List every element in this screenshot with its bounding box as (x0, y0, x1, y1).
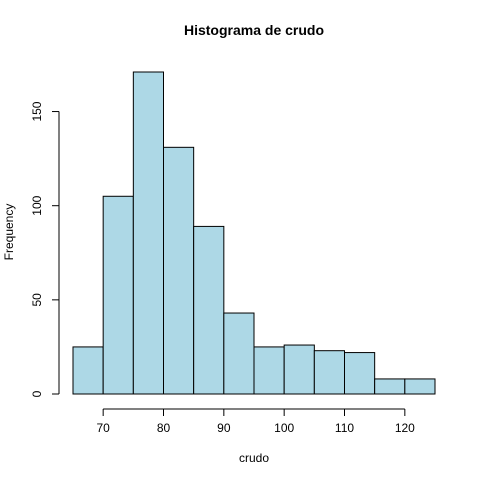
x-tick-label: 90 (217, 421, 231, 435)
histogram-bars (72, 71, 436, 395)
histogram-bar (102, 195, 134, 395)
histogram-bar (374, 378, 406, 395)
histogram-bar (253, 346, 285, 395)
histogram-bar (163, 146, 195, 395)
y-tick-label: 150 (30, 101, 44, 121)
y-tick-label: 0 (30, 390, 44, 397)
y-tick-label: 100 (30, 195, 44, 215)
y-tick-label: 50 (30, 293, 44, 307)
histogram-bar (193, 225, 225, 395)
x-tick-label: 110 (335, 421, 354, 435)
histogram-bar (132, 71, 164, 395)
x-tick-label: 120 (395, 421, 415, 435)
x-tick-label: 80 (157, 421, 171, 435)
histogram-bar (344, 352, 376, 395)
y-axis: 0 50 100 150 (30, 101, 60, 397)
histogram-bar (404, 378, 436, 395)
histogram-bar (223, 312, 255, 395)
x-tick-label: 70 (96, 421, 110, 435)
chart-title: Histograma de crudo (184, 22, 324, 38)
histogram-bar (283, 344, 315, 395)
x-tick-label: 100 (274, 421, 294, 435)
histogram-bar (313, 350, 346, 395)
histogram-bar (72, 346, 104, 395)
y-axis-label: Frequency (2, 204, 16, 261)
x-axis-label: crudo (239, 451, 269, 465)
x-axis: 70 80 90 100 110 120 (96, 408, 415, 435)
